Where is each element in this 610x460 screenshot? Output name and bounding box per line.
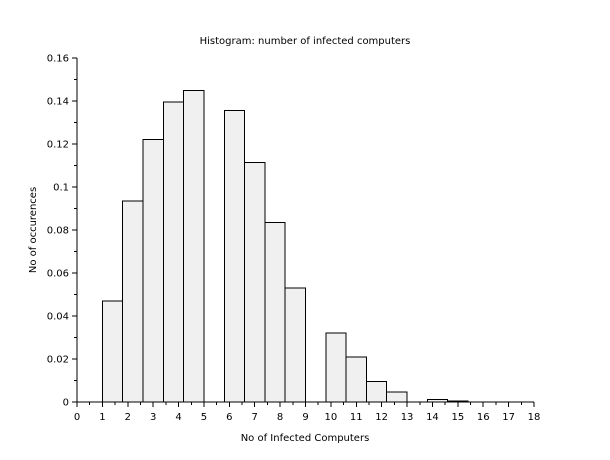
histogram-bar-10 — [345, 356, 367, 403]
histogram-bar-0 — [101, 300, 124, 403]
x-tick-label-1: 1 — [99, 412, 105, 423]
y-tick-label-5: 0.1 — [53, 183, 69, 194]
x-tick-label-0: 0 — [74, 412, 80, 423]
y-tick-label-2: 0.04 — [47, 312, 69, 323]
x-tick-label-10: 10 — [325, 412, 338, 423]
chart-title: Histogram: number of infected computers — [200, 36, 411, 47]
y-tick-label-8: 0.16 — [47, 54, 69, 65]
x-tick-label-15: 15 — [451, 412, 464, 423]
y-tick-label-3: 0.06 — [47, 269, 69, 280]
x-tick-label-2: 2 — [125, 412, 131, 423]
bars-group — [101, 89, 469, 403]
x-tick-label-3: 3 — [150, 412, 156, 423]
x-tick-label-12: 12 — [375, 412, 388, 423]
x-tick-label-11: 11 — [350, 412, 363, 423]
x-tick-label-18: 18 — [528, 412, 541, 423]
y-tick-label-7: 0.14 — [47, 97, 69, 108]
histogram-bar-6 — [244, 161, 266, 403]
x-tick-label-5: 5 — [201, 412, 207, 423]
histogram-bar-8 — [284, 287, 307, 403]
x-tick-label-9: 9 — [302, 412, 308, 423]
x-tick-label-13: 13 — [401, 412, 414, 423]
y-tick-label-0: 0 — [63, 398, 69, 409]
x-tick-label-8: 8 — [277, 412, 283, 423]
axes-group: 0 1 2 3 4 5 6 7 8 9 10 11 12 13 14 15 16 17 1800.020.040.0… — [47, 54, 541, 424]
x-tick-label-16: 16 — [477, 412, 490, 423]
histogram-bar-7 — [264, 222, 286, 403]
histogram-bar-12 — [386, 391, 408, 403]
y-tick-label-1: 0.02 — [47, 355, 69, 366]
histogram-bar-3 — [162, 101, 185, 403]
x-tick-label-7: 7 — [252, 412, 258, 423]
x-tick-label-14: 14 — [426, 412, 439, 423]
histogram-bar-1 — [122, 200, 144, 403]
x-tick-label-17: 17 — [502, 412, 515, 423]
histogram-bar-4 — [183, 89, 205, 403]
histogram-bar-11 — [365, 381, 388, 403]
histogram-bar-9 — [325, 332, 347, 403]
x-tick-label-6: 6 — [226, 412, 232, 423]
x-tick-label-4: 4 — [175, 412, 181, 423]
y-tick-label-4: 0.08 — [47, 226, 69, 237]
histogram-bar-5 — [223, 110, 246, 403]
y-axis-label: No of occurences — [28, 187, 39, 273]
y-tick-label-6: 0.12 — [47, 140, 69, 151]
x-axis-label: No of Infected Computers — [241, 433, 370, 444]
histogram-bar-2 — [142, 139, 164, 403]
